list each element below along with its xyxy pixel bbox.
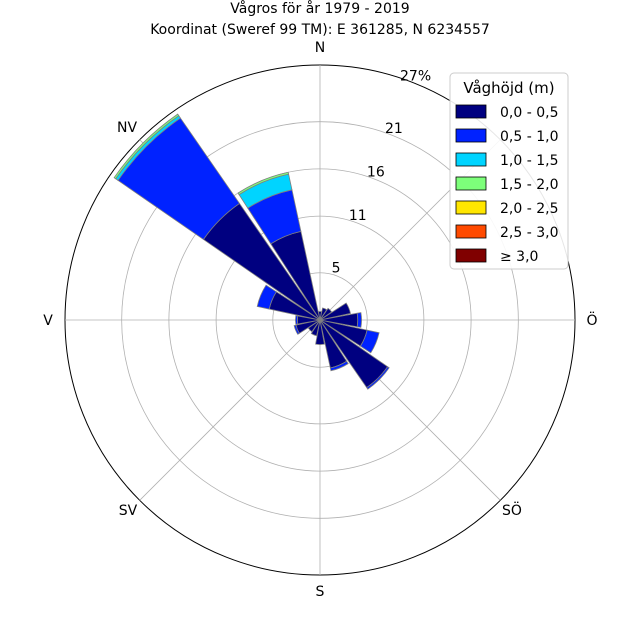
legend: Våghöjd (m) 0,0 - 0,5 0,5 - 1,0 1,0 - 1,5 1,…	[449, 72, 569, 270]
legend-label: 1,0 - 1,5	[500, 153, 558, 169]
rose-bars	[113, 113, 390, 390]
rose-bar	[319, 302, 351, 321]
legend-swatch	[455, 176, 487, 191]
rose-bar	[310, 319, 321, 337]
legend-swatch	[455, 224, 487, 239]
radial-tick-label: 16	[367, 164, 385, 180]
rose-bar	[356, 312, 362, 328]
direction-label: S	[316, 584, 325, 600]
legend-swatch	[455, 248, 487, 263]
legend-swatch	[455, 152, 487, 167]
radial-tick-label: 27%	[400, 68, 431, 84]
direction-label: Ö	[586, 311, 597, 329]
chart-title-line2: Koordinat (Sweref 99 TM): E 361285, N 62…	[150, 22, 490, 38]
rose-bar	[329, 360, 349, 372]
rose-bar	[113, 113, 180, 180]
legend-swatch	[455, 200, 487, 215]
direction-label: NV	[117, 120, 137, 136]
legend-label: 2,5 - 3,0	[500, 225, 558, 241]
legend-title: Våghöjd (m)	[463, 79, 554, 97]
legend-swatch	[455, 128, 487, 143]
legend-label: 2,0 - 2,5	[500, 201, 558, 217]
legend-label: 1,5 - 2,0	[500, 177, 558, 193]
rose-bar	[237, 171, 290, 196]
rose-bar	[293, 324, 300, 335]
rose-bar	[366, 366, 390, 390]
direction-labels: N Ö SÖ S SV V NV	[43, 40, 597, 600]
rose-bar	[315, 319, 325, 345]
rose-bar	[256, 284, 277, 310]
rose-bar	[295, 315, 299, 325]
legend-label: ≥ 3,0	[500, 249, 538, 265]
radial-tick-label: 11	[349, 208, 367, 224]
rose-bar	[319, 307, 333, 321]
rose-bar	[307, 319, 321, 333]
radial-tick-labels: 5 11 16 21 27%	[332, 68, 432, 276]
legend-label: 0,5 - 1,0	[500, 129, 558, 145]
chart-title-line1: Vågros för år 1979 - 2019	[230, 0, 409, 17]
grid-spoke	[139, 319, 321, 501]
direction-label: SV	[119, 503, 138, 519]
direction-label: N	[315, 40, 325, 56]
radial-tick-label: 5	[332, 260, 341, 276]
rose-bar	[359, 329, 380, 354]
legend-swatch	[455, 104, 487, 119]
direction-label: V	[43, 313, 53, 329]
legend-box	[449, 72, 569, 270]
radial-tick-label: 21	[385, 121, 403, 137]
legend-label: 0,0 - 0,5	[500, 105, 558, 121]
direction-label: SÖ	[502, 501, 522, 519]
